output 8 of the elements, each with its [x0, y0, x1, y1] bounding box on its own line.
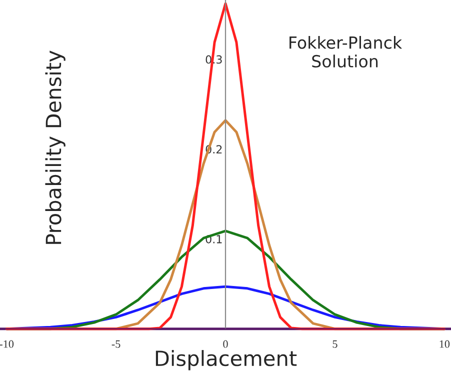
x-tick-label: -5	[112, 340, 120, 348]
y-axis-title: Probability Density	[45, 50, 66, 244]
x-tick-label: 0	[223, 340, 228, 348]
x-tick-label: 5	[332, 340, 338, 348]
x-tick-label: -10	[0, 340, 14, 348]
text: Fokker-Planck Solution	[290, 36, 402, 68]
x-axis-title: Displacement	[156, 350, 297, 370]
x-tick-label: 10	[440, 340, 450, 348]
